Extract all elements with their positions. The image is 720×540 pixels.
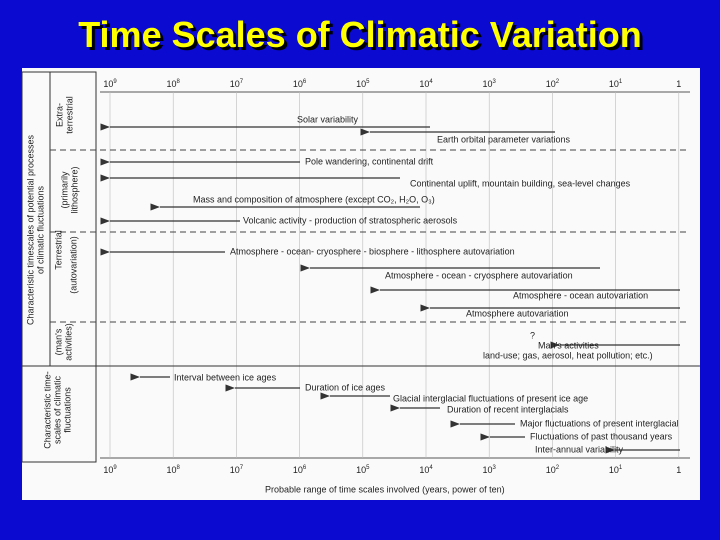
tick-exp: 2 — [556, 79, 560, 85]
tick-base: 10 — [167, 79, 177, 89]
tick-label: 104 — [419, 79, 433, 90]
process-label: Atmosphere - ocean - cryosphere autovari… — [385, 270, 573, 280]
axis-label: Probable range of time scales involved (… — [265, 484, 505, 494]
tick-base: 10 — [167, 465, 177, 475]
tick-exp: 8 — [177, 79, 181, 85]
process-label: Fluctuations of past thousand years — [530, 431, 673, 441]
tick-label: 105 — [356, 465, 370, 476]
side-label: Characteristic time- — [42, 371, 52, 449]
process-label: Continental uplift, mountain building, s… — [410, 178, 631, 188]
tick-exp: 5 — [366, 79, 370, 85]
tick-exp: 2 — [556, 465, 560, 471]
tick-label: 106 — [293, 79, 307, 90]
tick-base: 10 — [356, 465, 366, 475]
tick-label: 103 — [483, 79, 497, 90]
process-label: Volcanic activity - production of strato… — [243, 215, 458, 225]
process-label: land-use; gas, aerosol, heat pollution; … — [483, 350, 653, 360]
process-label: ? — [530, 330, 535, 340]
tick-label: 101 — [609, 465, 623, 476]
tick-exp: 1 — [619, 465, 623, 471]
tick-label: 1 — [676, 465, 681, 475]
process-label: Inter-annual variability — [535, 444, 624, 454]
tick-base: 1 — [676, 465, 681, 475]
side-label: terrestrial — [64, 96, 74, 134]
tick-label: 109 — [103, 79, 117, 90]
process-label: Duration of ice ages — [305, 382, 386, 392]
tick-exp: 8 — [177, 465, 181, 471]
process-label: Earth orbital parameter variations — [437, 134, 571, 144]
tick-base: 10 — [609, 465, 619, 475]
tick-base: 10 — [293, 79, 303, 89]
tick-label: 105 — [356, 79, 370, 90]
tick-base: 10 — [609, 79, 619, 89]
process-label: Duration of recent interglacials — [447, 404, 569, 414]
process-label: Mass and composition of atmosphere (exce… — [193, 194, 435, 204]
side-label: scales of climatic — [52, 375, 62, 444]
tick-label: 107 — [230, 465, 244, 476]
tick-label: 108 — [167, 465, 181, 476]
tick-label: 101 — [609, 79, 623, 90]
tick-exp: 3 — [493, 79, 497, 85]
tick-exp: 7 — [240, 465, 244, 471]
process-label: Man's activities — [538, 340, 599, 350]
tick-label: 107 — [230, 79, 244, 90]
tick-label: 109 — [103, 465, 117, 476]
side-label: Extra- — [54, 103, 64, 127]
side-label: fluctuations — [62, 387, 72, 433]
tick-exp: 5 — [366, 465, 370, 471]
process-label: Interval between ice ages — [174, 372, 277, 382]
diagram-panel — [22, 68, 700, 500]
tick-base: 10 — [419, 79, 429, 89]
process-label: Glacial interglacial fluctuations of pre… — [393, 393, 588, 403]
tick-base: 10 — [546, 79, 556, 89]
tick-base: 10 — [419, 465, 429, 475]
tick-base: 10 — [483, 465, 493, 475]
tick-exp: 9 — [113, 465, 117, 471]
tick-exp: 4 — [429, 79, 433, 85]
side-label: activities) — [63, 323, 73, 361]
side-label: of climatic fluctuations — [35, 185, 45, 274]
tick-base: 10 — [293, 465, 303, 475]
slide-title: Time Scales of Climatic Variation — [78, 14, 642, 55]
process-label: Atmosphere - ocean autovariation — [513, 290, 648, 300]
tick-base: 10 — [483, 79, 493, 89]
tick-label: 102 — [546, 465, 560, 476]
tick-base: 10 — [356, 79, 366, 89]
tick-base: 10 — [230, 465, 240, 475]
process-label: Solar variability — [297, 114, 359, 124]
tick-base: 10 — [546, 465, 556, 475]
tick-base: 10 — [230, 79, 240, 89]
tick-exp: 7 — [240, 79, 244, 85]
tick-label: 108 — [167, 79, 181, 90]
side-label: Characteristic timescales of potential p… — [25, 134, 35, 325]
side-label: (man's — [53, 328, 63, 355]
tick-base: 1 — [676, 79, 681, 89]
tick-label: 106 — [293, 465, 307, 476]
side-label: (primarily — [59, 171, 69, 208]
tick-base: 10 — [103, 79, 113, 89]
process-label: Atmosphere autovariation — [466, 308, 569, 318]
tick-exp: 9 — [113, 79, 117, 85]
tick-label: 103 — [483, 465, 497, 476]
tick-base: 10 — [103, 465, 113, 475]
tick-exp: 3 — [493, 465, 497, 471]
process-label: Atmosphere - ocean- cryosphere - biosphe… — [230, 246, 515, 256]
process-label: Major fluctuations of present interglaci… — [520, 418, 679, 428]
side-label: (autovariation) — [68, 236, 78, 294]
side-label: lithosphere) — [69, 166, 79, 213]
tick-label: 104 — [419, 465, 433, 476]
tick-exp: 4 — [429, 465, 433, 471]
tick-exp: 6 — [303, 465, 307, 471]
tick-exp: 6 — [303, 79, 307, 85]
process-label: Pole wandering, continental drift — [305, 156, 434, 166]
tick-exp: 1 — [619, 79, 623, 85]
tick-label: 1 — [676, 79, 681, 89]
side-label: Terrestrial — [53, 230, 63, 270]
side-box — [21, 71, 97, 463]
tick-label: 102 — [546, 79, 560, 90]
